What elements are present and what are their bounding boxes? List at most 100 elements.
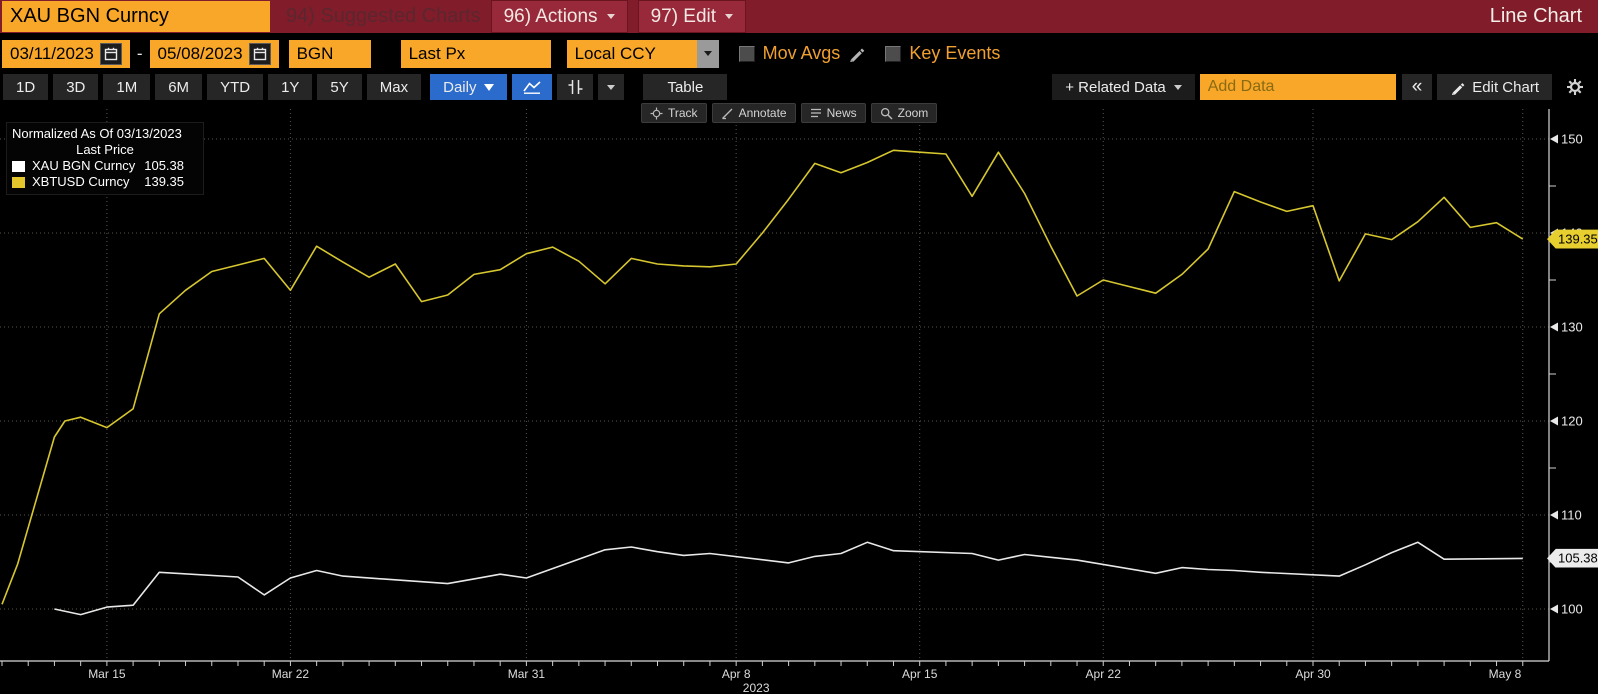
add-data-input[interactable] (1199, 74, 1396, 100)
svg-text:120: 120 (1561, 414, 1583, 429)
svg-text:140: 140 (1561, 226, 1583, 241)
table-button[interactable]: Table (643, 74, 728, 100)
period-tab-max[interactable]: Max (366, 74, 422, 100)
track-button[interactable]: Track (641, 103, 707, 123)
frequency-value: Daily (443, 78, 477, 96)
svg-text:110: 110 (1561, 508, 1582, 523)
news-button[interactable]: News (800, 103, 866, 123)
mov-avgs-checkbox[interactable] (738, 45, 755, 62)
period-tab-1y[interactable]: 1Y (268, 74, 313, 100)
svg-text:Apr 8: Apr 8 (722, 667, 751, 681)
svg-text:Mar 22: Mar 22 (272, 667, 310, 681)
related-data-button[interactable]: + Related Data (1052, 74, 1195, 100)
legend-series-row[interactable]: XAU BGN Curncy 105.38 (12, 158, 198, 174)
ohlc-bars-icon (568, 80, 583, 94)
edit-menu-button[interactable]: 97) Edit (637, 0, 747, 33)
period-tab-ytd[interactable]: YTD (207, 74, 264, 100)
period-tab-5y[interactable]: 5Y (317, 74, 362, 100)
collapse-panel-button[interactable]: « (1401, 74, 1433, 100)
normalized-note: Normalized As Of 03/13/2023 (12, 126, 182, 141)
pricing-source-field[interactable]: BGN (288, 39, 371, 68)
series-name: XBTUSD Curncy (32, 174, 130, 189)
edit-label: 97) Edit (650, 5, 717, 27)
zoom-button[interactable]: Zoom (870, 103, 938, 123)
svg-text:130: 130 (1561, 320, 1583, 335)
svg-text:Apr 30: Apr 30 (1295, 667, 1331, 681)
zoom-label: Zoom (897, 106, 929, 120)
chart-tools-bar: Track Annotate News Zoom (641, 103, 938, 123)
svg-text:100: 100 (1561, 602, 1583, 617)
calendar-icon[interactable] (248, 42, 271, 65)
legend-header: Last Price (76, 142, 134, 157)
chart-type-dropdown-button[interactable] (598, 74, 625, 100)
magnifier-icon (880, 107, 893, 119)
chart-settings-button[interactable] (1557, 74, 1593, 100)
series-color-swatch (12, 160, 25, 172)
price-field-selector[interactable]: Last Px (400, 39, 551, 68)
bar-chart-type-button[interactable] (557, 74, 594, 100)
svg-text:2023: 2023 (743, 681, 770, 694)
date-range-separator: - (136, 43, 143, 63)
frequency-selector[interactable]: Daily (430, 74, 508, 100)
series-name: XAU BGN Curncy (32, 158, 136, 173)
chevron-down-icon (1173, 84, 1182, 90)
annotate-pencil-icon (721, 108, 733, 119)
svg-text:Mar 15: Mar 15 (88, 667, 126, 681)
annotate-label: Annotate (738, 106, 787, 120)
period-tab-1d[interactable]: 1D (3, 74, 49, 100)
mov-avgs-label: Mov Avgs (762, 43, 841, 63)
line-chart-icon (523, 81, 542, 94)
actions-label: 96) Actions (503, 5, 598, 27)
svg-text:Mar 31: Mar 31 (508, 667, 546, 681)
chart-toolbar: 1D 3D 1M 6M YTD 1Y 5Y Max Daily Table + … (0, 72, 1598, 102)
chart-legend: Normalized As Of 03/13/2023 Last Price X… (6, 122, 204, 195)
key-events-label: Key Events (909, 43, 1001, 63)
svg-text:150: 150 (1561, 132, 1583, 147)
track-label: Track (668, 106, 698, 120)
pencil-icon[interactable] (848, 45, 865, 62)
currency-selector[interactable]: Local CCY (566, 39, 697, 68)
series-last-value: 105.38 (144, 158, 184, 173)
edit-chart-label: Edit Chart (1472, 78, 1539, 96)
series-last-value: 139.35 (144, 174, 184, 189)
title-bar: XAU BGN Curncy 94) Suggested Charts 96) … (0, 0, 1598, 35)
date-from-value: 03/11/2023 (10, 43, 94, 63)
period-tab-1m[interactable]: 1M (103, 74, 151, 100)
legend-series-row[interactable]: XBTUSD Curncy 139.35 (12, 174, 198, 190)
suggested-charts-button[interactable]: 94) Suggested Charts (286, 5, 481, 27)
period-tab-3d[interactable]: 3D (53, 74, 99, 100)
pencil-icon (1452, 82, 1465, 95)
chevron-down-icon (703, 51, 712, 56)
chevron-down-icon (484, 83, 495, 91)
security-ticker-field[interactable]: XAU BGN Curncy (2, 1, 270, 32)
calendar-icon[interactable] (99, 42, 122, 65)
period-tab-6m[interactable]: 6M (155, 74, 203, 100)
related-data-label: + Related Data (1065, 78, 1166, 96)
date-from-field[interactable]: 03/11/2023 (2, 39, 130, 68)
gear-icon (1567, 79, 1583, 95)
svg-text:May 8: May 8 (1489, 667, 1522, 681)
settings-bar: 03/11/2023 - 05/08/2023 BGN Last Px Loca… (0, 35, 1598, 72)
actions-menu-button[interactable]: 96) Actions (490, 0, 628, 33)
news-lines-icon (810, 108, 821, 118)
date-to-value: 05/08/2023 (157, 43, 243, 63)
legend-series: XAU BGN Curncy 105.38 XBTUSD Curncy 139.35 (12, 158, 198, 190)
edit-chart-button[interactable]: Edit Chart (1437, 74, 1552, 100)
svg-text:Apr 22: Apr 22 (1086, 667, 1122, 681)
line-chart-type-button[interactable] (512, 74, 553, 100)
page-title: Line Chart (1489, 5, 1582, 27)
key-events-checkbox[interactable] (885, 45, 902, 62)
key-events-group: Key Events (885, 43, 1000, 64)
currency-dropdown-button[interactable] (696, 39, 719, 68)
annotate-button[interactable]: Annotate (711, 103, 796, 123)
date-to-field[interactable]: 05/08/2023 (149, 39, 279, 68)
chevron-down-icon (606, 14, 615, 19)
svg-text:Apr 15: Apr 15 (902, 667, 938, 681)
crosshair-icon (650, 107, 663, 119)
news-label: News (826, 106, 857, 120)
chevron-down-icon (725, 14, 734, 19)
chevron-down-icon (607, 84, 616, 90)
mov-avgs-group: Mov Avgs (738, 43, 866, 64)
series-color-swatch (12, 176, 25, 188)
